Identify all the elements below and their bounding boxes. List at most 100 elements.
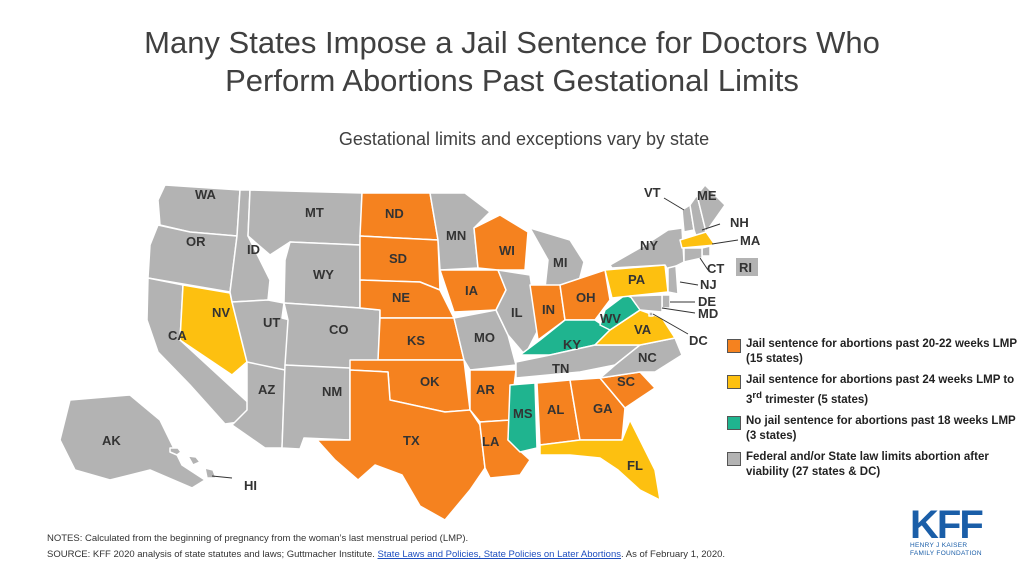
legend-text-yellow-pre: Jail sentence for abortions past 24 week…	[746, 374, 1015, 406]
label-fl: FL	[627, 458, 643, 473]
label-pa: PA	[628, 272, 646, 287]
legend: Jail sentence for abortions past 20-22 w…	[727, 337, 1022, 486]
label-nh: NH	[730, 215, 749, 230]
legend-swatch-green	[727, 415, 741, 430]
label-ut: UT	[263, 315, 280, 330]
state-de	[661, 294, 671, 309]
legend-swatch-gray	[727, 451, 741, 466]
label-hi: HI	[244, 478, 257, 493]
label-sc: SC	[617, 374, 636, 389]
state-ri	[701, 245, 711, 257]
state-ms	[507, 382, 538, 453]
label-tn: TN	[552, 361, 569, 376]
state-hi	[169, 447, 217, 479]
state-il	[495, 269, 539, 356]
source-suffix: . As of February 1, 2020.	[621, 549, 726, 560]
label-nv: NV	[212, 305, 230, 320]
legend-item-gray: Federal and/or State law limits abortion…	[727, 450, 1022, 480]
legend-swatch-orange	[727, 339, 741, 353]
state-fl	[539, 419, 661, 501]
legend-text-yellow-post: trimester (5 states)	[762, 393, 869, 406]
label-nj: NJ	[700, 277, 717, 292]
notes-block: NOTES: Calculated from the beginning of …	[47, 531, 725, 563]
label-nd: ND	[385, 206, 404, 221]
label-oh: OH	[576, 290, 596, 305]
label-wi: WI	[499, 243, 515, 258]
label-ny: NY	[640, 238, 658, 253]
state-me	[696, 184, 726, 233]
leader-md	[661, 307, 696, 314]
label-ne: NE	[392, 290, 410, 305]
state-ct	[683, 247, 703, 263]
leader-nj	[679, 281, 699, 286]
label-nc: NC	[638, 350, 657, 365]
leader-dc	[652, 313, 689, 335]
label-ok: OK	[420, 374, 440, 389]
label-ia: IA	[465, 283, 479, 298]
leader-hi	[211, 475, 233, 479]
label-ak: AK	[102, 433, 121, 448]
source-link[interactable]: State Laws and Policies, State Policies …	[377, 549, 621, 560]
label-wa: WA	[195, 187, 217, 202]
state-dc	[648, 311, 654, 317]
state-ma	[679, 231, 716, 249]
kff-logo: KFF HENRY J KAISER FAMILY FOUNDATION	[910, 503, 990, 558]
label-ar: AR	[476, 382, 495, 397]
state-wi	[473, 214, 529, 271]
logo-text: KFF	[910, 503, 984, 547]
label-va: VA	[634, 322, 652, 337]
label-ri: RI	[739, 260, 752, 275]
logo-subtitle-2: FAMILY FOUNDATION	[910, 550, 982, 557]
label-nm: NM	[322, 384, 342, 399]
label-ct: CT	[707, 261, 724, 276]
label-ca: CA	[168, 328, 187, 343]
label-vt: VT	[644, 185, 661, 200]
label-tx: TX	[403, 433, 420, 448]
title-line-1: Many States Impose a Jail Sentence for D…	[144, 25, 880, 60]
label-mo: MO	[474, 330, 495, 345]
label-or: OR	[186, 234, 206, 249]
label-mn: MN	[446, 228, 466, 243]
legend-item-orange: Jail sentence for abortions past 20-22 w…	[727, 337, 1022, 367]
label-dc: DC	[689, 333, 708, 348]
label-mt: MT	[305, 205, 324, 220]
notes-text: NOTES: Calculated from the beginning of …	[47, 533, 469, 544]
state-nm	[281, 364, 351, 450]
label-mi: MI	[553, 255, 567, 270]
legend-text-orange: Jail sentence for abortions past 20-22 w…	[746, 338, 1017, 365]
source-prefix: SOURCE: KFF 2020 analysis of state statu…	[47, 549, 378, 560]
source-text: SOURCE: KFF 2020 analysis of state statu…	[47, 547, 725, 563]
title-line-2: Perform Abortions Past Gestational Limit…	[225, 63, 799, 98]
label-al: AL	[547, 402, 564, 417]
label-md: MD	[698, 306, 718, 321]
label-id: ID	[247, 242, 260, 257]
label-la: LA	[482, 434, 500, 449]
label-ms: MS	[513, 406, 533, 421]
ri-callout-box	[736, 258, 758, 276]
legend-swatch-yellow	[727, 375, 741, 389]
label-az: AZ	[258, 382, 275, 397]
leader-ma	[711, 239, 739, 245]
chart-title: Many States Impose a Jail Sentence for D…	[0, 24, 1024, 100]
label-il: IL	[511, 305, 523, 320]
state-nj	[667, 265, 679, 295]
logo-subtitle-1: HENRY J KAISER	[910, 542, 968, 549]
chart-subtitle: Gestational limits and exceptions vary b…	[338, 129, 710, 149]
label-de: DE	[698, 294, 716, 309]
legend-text-yellow-sup: rd	[752, 390, 762, 401]
label-leader-lines	[211, 197, 739, 479]
label-ky: KY	[563, 337, 581, 352]
label-ks: KS	[407, 333, 425, 348]
legend-item-green: No jail sentence for abortions past 18 w…	[727, 414, 1022, 444]
label-co: CO	[329, 322, 349, 337]
state-md	[629, 294, 663, 313]
label-sd: SD	[389, 251, 407, 266]
legend-text-green: No jail sentence for abortions past 18 w…	[746, 414, 1016, 442]
label-me: ME	[697, 188, 717, 203]
label-ga: GA	[593, 401, 613, 416]
label-in: IN	[542, 302, 555, 317]
state-ga	[569, 377, 626, 441]
state-ak	[59, 394, 206, 489]
legend-item-yellow: Jail sentence for abortions past 24 week…	[727, 373, 1022, 408]
